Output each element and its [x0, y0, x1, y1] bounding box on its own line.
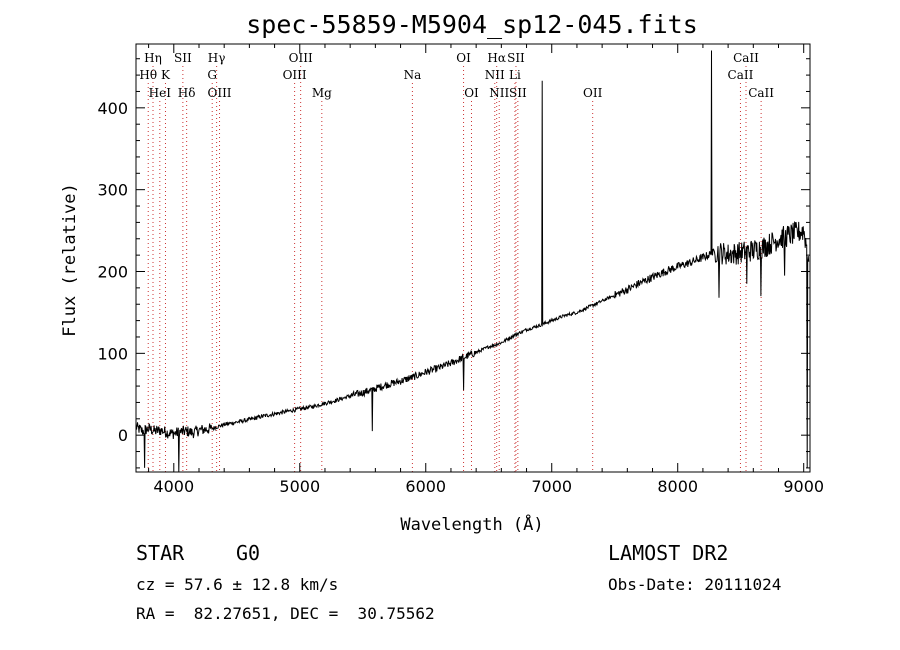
- spectral-line-label: Hη: [144, 51, 162, 65]
- spectral-line-label: OIII: [283, 68, 307, 82]
- object-subclass: G0: [236, 541, 261, 565]
- spectral-line-label: CaII: [728, 68, 754, 82]
- spectral-line-label: NII: [489, 86, 509, 100]
- x-axis-label: Wavelength (Å): [400, 513, 543, 535]
- obs-date: Obs-Date: 20111024: [608, 575, 782, 594]
- x-tick-label: 9000: [783, 477, 824, 496]
- spectral-line-label: SII: [507, 51, 525, 65]
- spectral-line-label: K: [161, 68, 171, 82]
- spectral-line-label: Hα: [487, 51, 506, 65]
- y-axis-ticks: 0 100 200 300 400: [97, 58, 810, 469]
- spectral-line-label: Na: [404, 68, 422, 82]
- y-tick-label: 400: [97, 99, 128, 118]
- y-tick-label: 100: [97, 344, 128, 363]
- spectral-line-label: Hγ: [208, 51, 226, 65]
- object-class: STAR: [136, 541, 185, 565]
- x-tick-label: 8000: [657, 477, 698, 496]
- spectral-line-label: SII: [509, 86, 527, 100]
- spectral-line-label: CaII: [748, 86, 774, 100]
- spectral-line-label: OIII: [289, 51, 313, 65]
- spectral-line-label: Hδ: [178, 86, 196, 100]
- spectrum-group: [135, 50, 810, 473]
- spectral-line-label: NII: [485, 68, 505, 82]
- line-markers: [147, 66, 762, 472]
- spectrum-line: [135, 50, 810, 473]
- spectral-line-label: SII: [174, 51, 192, 65]
- x-axis-ticks: 4000 5000 6000 7000 8000 9000: [148, 44, 824, 496]
- plot-frame: [135, 43, 811, 473]
- chart-title: spec-55859-M5904_sp12-045.fits: [246, 10, 698, 39]
- spectral-line-label: OIII: [207, 86, 231, 100]
- x-tick-label: 4000: [153, 477, 194, 496]
- spectral-line-label: G: [207, 68, 217, 82]
- spectral-line-label: Li: [509, 68, 521, 82]
- y-tick-label: 200: [97, 263, 128, 282]
- x-tick-label: 6000: [405, 477, 446, 496]
- y-tick-label: 0: [118, 426, 128, 445]
- x-tick-label: 7000: [531, 477, 572, 496]
- velocity-readout: cz = 57.6 ± 12.8 km/s: [136, 575, 339, 594]
- spectral-line-label: CaII: [733, 51, 759, 65]
- spectral-line-label: Mg: [312, 86, 332, 100]
- coordinates: RA = 82.27651, DEC = 30.75562: [136, 604, 435, 623]
- x-tick-label: 5000: [279, 477, 320, 496]
- spectral-line-label: Hθ: [139, 68, 157, 82]
- survey-name: LAMOST DR2: [608, 541, 729, 565]
- spectral-line-label: OII: [583, 86, 603, 100]
- spectral-line-label: OI: [464, 86, 479, 100]
- y-tick-label: 300: [97, 181, 128, 200]
- spectral-line-label: OI: [456, 51, 471, 65]
- spectral-line-label: HeI: [149, 86, 172, 100]
- y-axis-label: Flux (relative): [60, 183, 80, 337]
